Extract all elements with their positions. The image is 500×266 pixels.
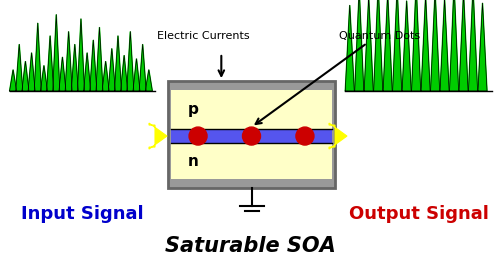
Polygon shape: [84, 53, 90, 91]
Bar: [171, 143, 332, 179]
Polygon shape: [146, 70, 152, 91]
Polygon shape: [459, 0, 468, 91]
Polygon shape: [412, 0, 420, 91]
Polygon shape: [78, 19, 84, 91]
Polygon shape: [354, 0, 364, 91]
Polygon shape: [96, 27, 103, 91]
FancyArrow shape: [329, 123, 347, 149]
Polygon shape: [102, 61, 109, 91]
Polygon shape: [450, 0, 458, 91]
Text: Electric Currents: Electric Currents: [157, 31, 250, 41]
Polygon shape: [478, 3, 487, 91]
Text: Saturable SOA: Saturable SOA: [164, 236, 336, 256]
Polygon shape: [133, 59, 140, 91]
Polygon shape: [114, 36, 121, 91]
Polygon shape: [28, 53, 35, 91]
Polygon shape: [40, 65, 48, 91]
Polygon shape: [392, 0, 402, 91]
Polygon shape: [402, 1, 411, 91]
Polygon shape: [10, 70, 16, 91]
Polygon shape: [364, 0, 373, 91]
Polygon shape: [59, 57, 66, 91]
Polygon shape: [374, 0, 382, 91]
Polygon shape: [72, 44, 78, 91]
Text: p: p: [188, 102, 198, 117]
Bar: [171, 129, 332, 143]
Text: Input Signal: Input Signal: [21, 205, 144, 223]
Polygon shape: [16, 44, 23, 91]
Polygon shape: [383, 0, 392, 91]
Text: Quantum Dots: Quantum Dots: [338, 31, 420, 41]
Bar: [168, 81, 335, 188]
Polygon shape: [440, 0, 449, 91]
Polygon shape: [22, 61, 29, 91]
Text: Output Signal: Output Signal: [348, 205, 488, 223]
Polygon shape: [139, 44, 146, 91]
Polygon shape: [65, 31, 72, 91]
Polygon shape: [430, 0, 440, 91]
Polygon shape: [421, 0, 430, 91]
Polygon shape: [53, 15, 60, 91]
Polygon shape: [34, 23, 42, 91]
Polygon shape: [127, 31, 134, 91]
Polygon shape: [120, 55, 128, 91]
Polygon shape: [108, 48, 116, 91]
Text: n: n: [188, 153, 198, 169]
Polygon shape: [345, 5, 354, 91]
Circle shape: [189, 127, 207, 145]
Polygon shape: [468, 0, 477, 91]
Bar: [171, 90, 332, 129]
FancyArrow shape: [149, 123, 167, 149]
Polygon shape: [90, 40, 97, 91]
Polygon shape: [46, 36, 54, 91]
Circle shape: [242, 127, 260, 145]
Circle shape: [296, 127, 314, 145]
